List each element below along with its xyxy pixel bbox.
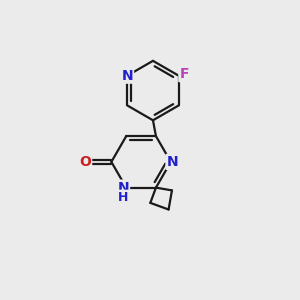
Text: F: F [179,67,189,81]
Text: O: O [79,155,91,169]
Text: N: N [167,155,178,169]
Text: H: H [118,190,128,204]
Text: N: N [122,69,133,83]
Text: N: N [117,181,129,195]
